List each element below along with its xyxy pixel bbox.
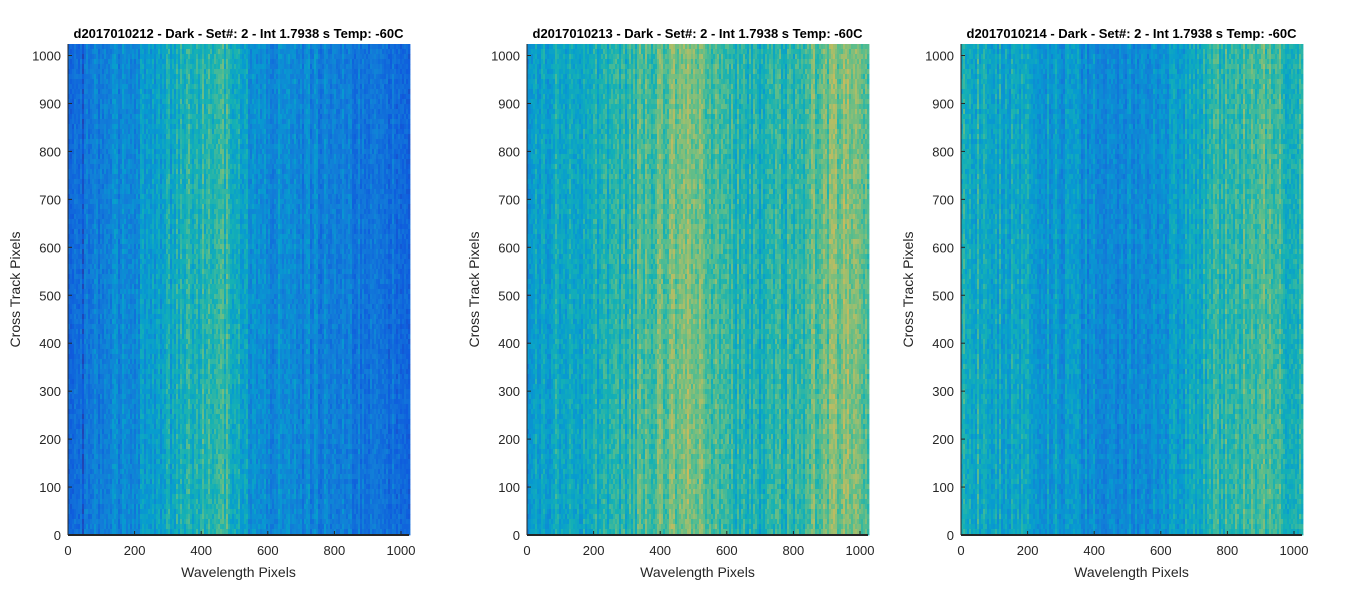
heatmap-image	[68, 44, 410, 535]
chart-panel-1: 0 200 400 600 800 100001002003004005006007008…	[7, 26, 415, 580]
